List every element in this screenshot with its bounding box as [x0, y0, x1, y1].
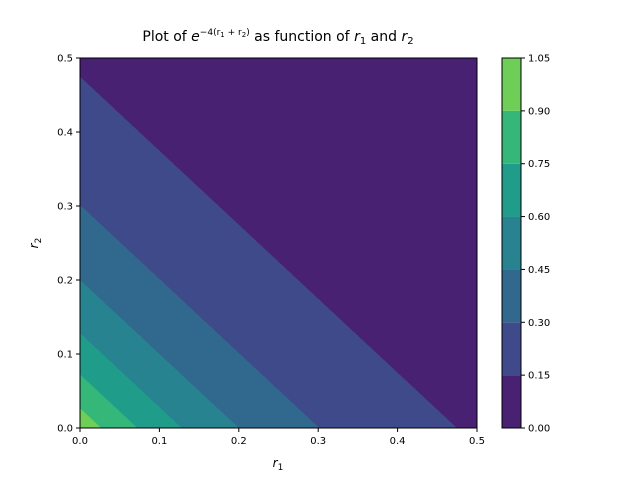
colorbar-segment-3 — [502, 216, 521, 270]
contour-bands — [80, 58, 477, 428]
x-axis: 0.0 0.1 0.2 0.3 0.4 0.5 — [72, 428, 485, 447]
colorbar-tick-label: 1.05 — [528, 54, 550, 65]
colorbar-tick-label: 0.00 — [528, 424, 550, 435]
colorbar-frame — [501, 57, 522, 429]
y-tick-label: 0.3 — [57, 202, 73, 213]
chart-title: Plot of e−4(r1 + r2) as function of r1 a… — [142, 28, 413, 47]
colorbar-segment-2 — [502, 269, 521, 323]
y-tick-label: 0.0 — [57, 424, 73, 435]
y-tick-label: 0.5 — [57, 54, 73, 65]
colorbar-segment-6 — [502, 58, 521, 111]
plot-frame — [79, 57, 478, 429]
y-axis: 0.0 0.1 0.2 0.3 0.4 0.5 — [57, 54, 80, 435]
colorbar-segment-5 — [502, 110, 521, 164]
x-tick-label: 0.4 — [390, 436, 406, 447]
colorbar-segment-0 — [502, 375, 521, 428]
colorbar-tick-label: 0.30 — [528, 318, 550, 329]
y-tick-label: 0.2 — [57, 276, 73, 287]
colorbar-tick-label: 0.45 — [528, 265, 550, 276]
colorbar-tick-label: 0.15 — [528, 371, 550, 382]
y-tick-label: 0.4 — [57, 128, 73, 139]
x-tick-label: 0.1 — [151, 436, 167, 447]
colorbar-segment-4 — [502, 163, 521, 217]
colorbar: 0.00 0.15 0.30 0.45 0.60 0.75 0.90 1.05 — [501, 54, 550, 435]
y-axis-label: r2 — [27, 238, 44, 249]
x-tick-label: 0.2 — [231, 436, 247, 447]
colorbar-tick-label: 0.75 — [528, 159, 550, 170]
x-tick-label: 0.3 — [310, 436, 326, 447]
x-axis-label: r1 — [273, 456, 284, 473]
colorbar-tick-label: 0.60 — [528, 212, 550, 223]
x-tick-label: 0.0 — [72, 436, 88, 447]
x-tick-label: 0.5 — [469, 436, 485, 447]
y-tick-label: 0.1 — [57, 350, 73, 361]
colorbar-segment-1 — [502, 322, 521, 376]
colorbar-tick-label: 0.90 — [528, 106, 550, 117]
contour-band-6 — [80, 408, 102, 428]
